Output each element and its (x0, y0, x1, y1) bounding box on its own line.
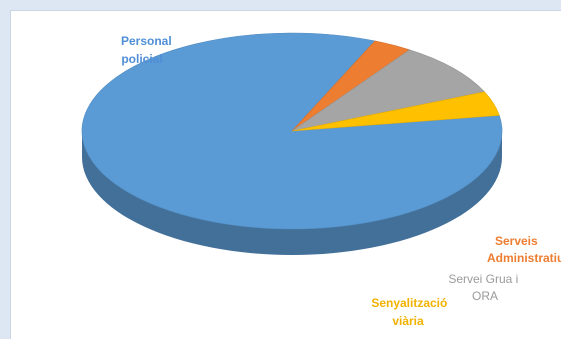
chart-panel: Personal policial Serveis Administratius… (10, 10, 561, 339)
pie-side-personal-policial (82, 131, 502, 255)
slice-label-serveis-administratius: Serveis Administratius (487, 234, 561, 265)
slice-label-personal-policial: Personal policial (121, 34, 175, 66)
slice-label-servei-grua-ora: Servei Grua i ORA (448, 272, 521, 303)
pie-chart: Personal policial Serveis Administratius… (81, 32, 561, 328)
pie-slice-servei-grua-i-ora (291, 49, 486, 132)
slice-label-senyalitzacio-viaria: Senyalització viària (371, 296, 450, 328)
pie-slice-senyalitzaci-vi-ria (291, 91, 500, 132)
